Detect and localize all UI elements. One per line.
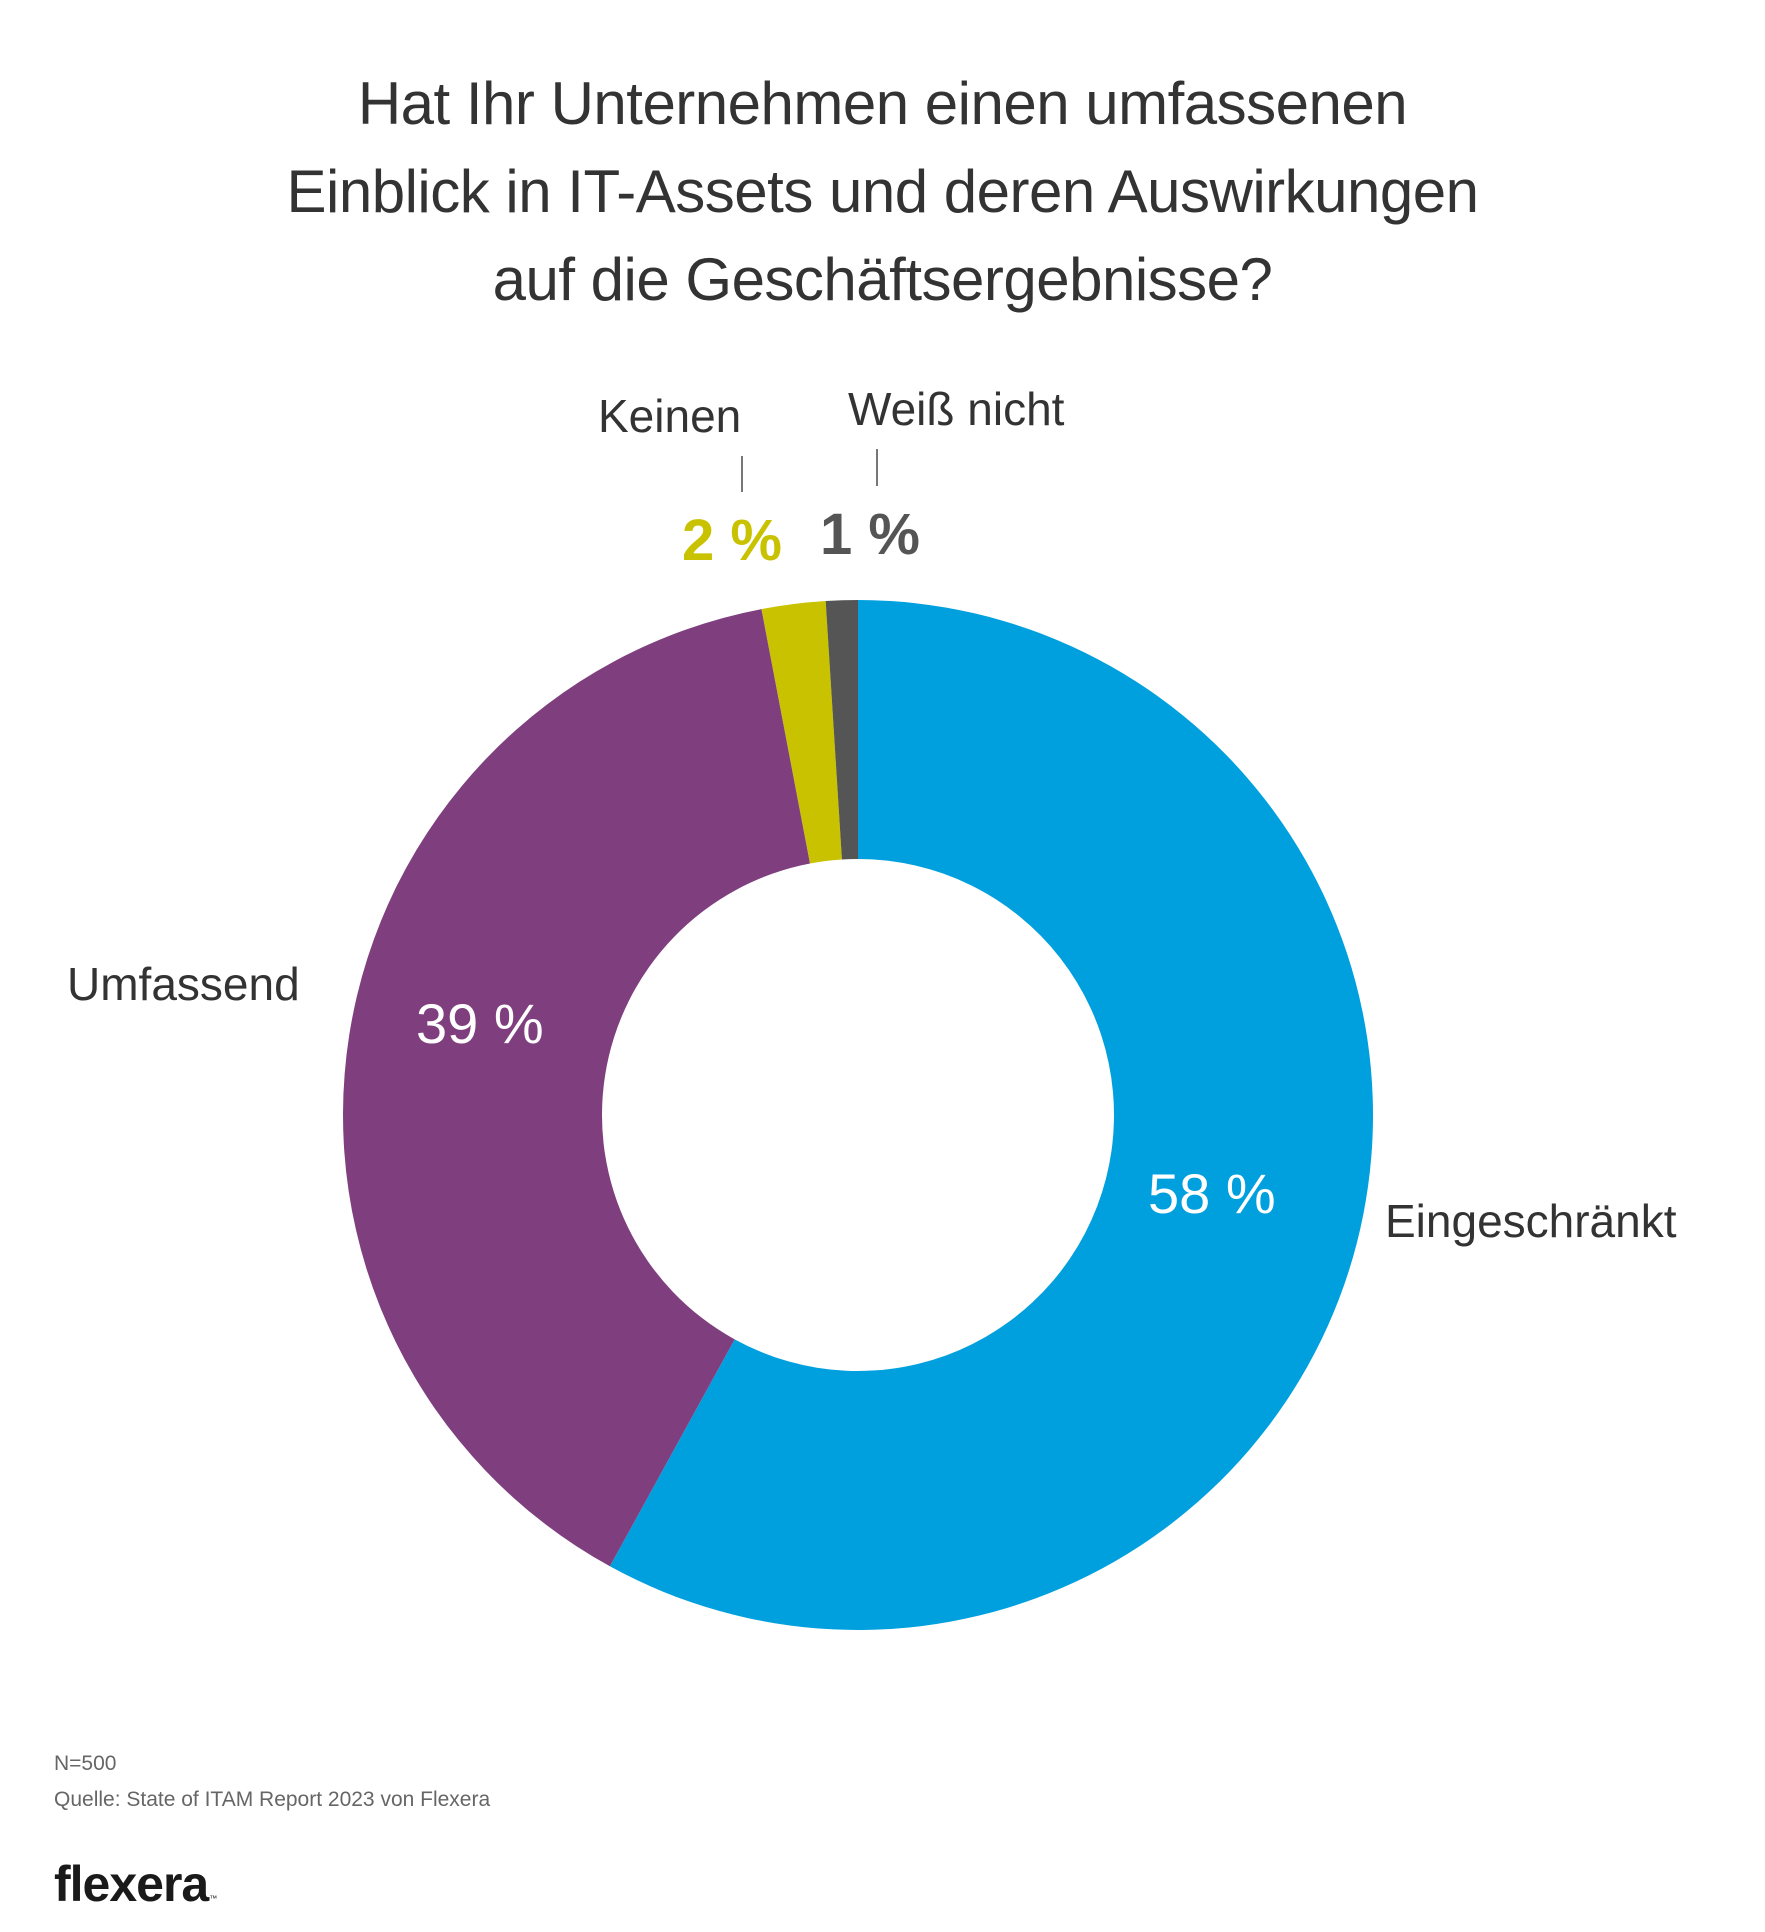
flexera-logo: flexera™	[54, 1855, 217, 1913]
value-label-keinen: 2 %	[682, 508, 782, 573]
donut-slice-umfassend	[342, 609, 811, 1567]
value-label-eingeschraenkt: 58 %	[1148, 1162, 1276, 1225]
chart-title-line-1: Hat Ihr Unternehmen einen umfassenen	[357, 70, 1408, 137]
chart-title-line-2: Einblick in IT-Assets und deren Auswirku…	[286, 158, 1479, 225]
slice-label-weiss-nicht: Weiß nicht	[848, 383, 1065, 435]
donut-slice-eingeschr-nkt	[609, 600, 1373, 1630]
value-label-umfassend: 39 %	[416, 992, 544, 1055]
slice-label-eingeschraenkt: Eingeschränkt	[1385, 1195, 1677, 1247]
donut-slice-keinen	[761, 601, 842, 864]
source-note: Quelle: State of ITAM Report 2023 von Fl…	[54, 1788, 491, 1811]
donut-slices	[342, 600, 1373, 1630]
trademark-mark: ™	[209, 1894, 217, 1903]
chart-title: Hat Ihr Unternehmen einen umfassenen Ein…	[0, 60, 1765, 324]
donut-slice-wei-nicht	[825, 600, 858, 860]
donut-chart: Eingeschränkt Umfassend Keinen Weiß nich…	[67, 383, 1677, 1630]
slice-label-umfassend: Umfassend	[67, 958, 300, 1010]
chart-title-line-3: auf die Geschäftsergebnisse?	[492, 246, 1273, 313]
value-label-weiss-nicht: 1 %	[820, 502, 920, 567]
logo-wordmark: flexera	[54, 1856, 209, 1912]
sample-size-note: N=500	[54, 1752, 117, 1775]
slice-label-keinen: Keinen	[598, 390, 741, 442]
